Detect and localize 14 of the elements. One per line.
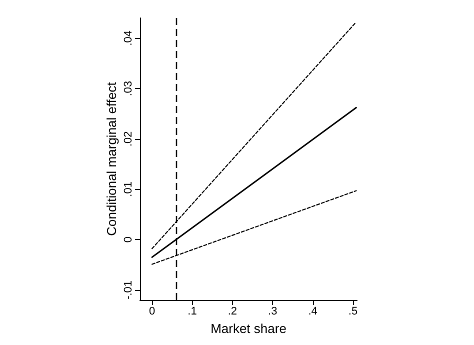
y-tick-label: -.01: [122, 280, 134, 300]
x-tick-label: .4: [308, 306, 318, 318]
x-tick-label: .5: [348, 306, 358, 318]
x-axis-title: Market share: [210, 320, 286, 336]
y-tick-label: 0: [122, 236, 134, 243]
x-tick-label: .1: [188, 306, 197, 318]
x-tick-label: .3: [268, 306, 278, 318]
y-axis-title: Conditional marginal effect: [104, 82, 119, 236]
y-tick-label: .02: [122, 131, 134, 147]
y-tick-label: .03: [122, 80, 134, 96]
x-tick-label: .2: [228, 306, 238, 318]
y-tick-label: .01: [122, 182, 134, 197]
x-tick-label: 0: [148, 306, 156, 318]
y-tick-label: .04: [122, 30, 134, 46]
